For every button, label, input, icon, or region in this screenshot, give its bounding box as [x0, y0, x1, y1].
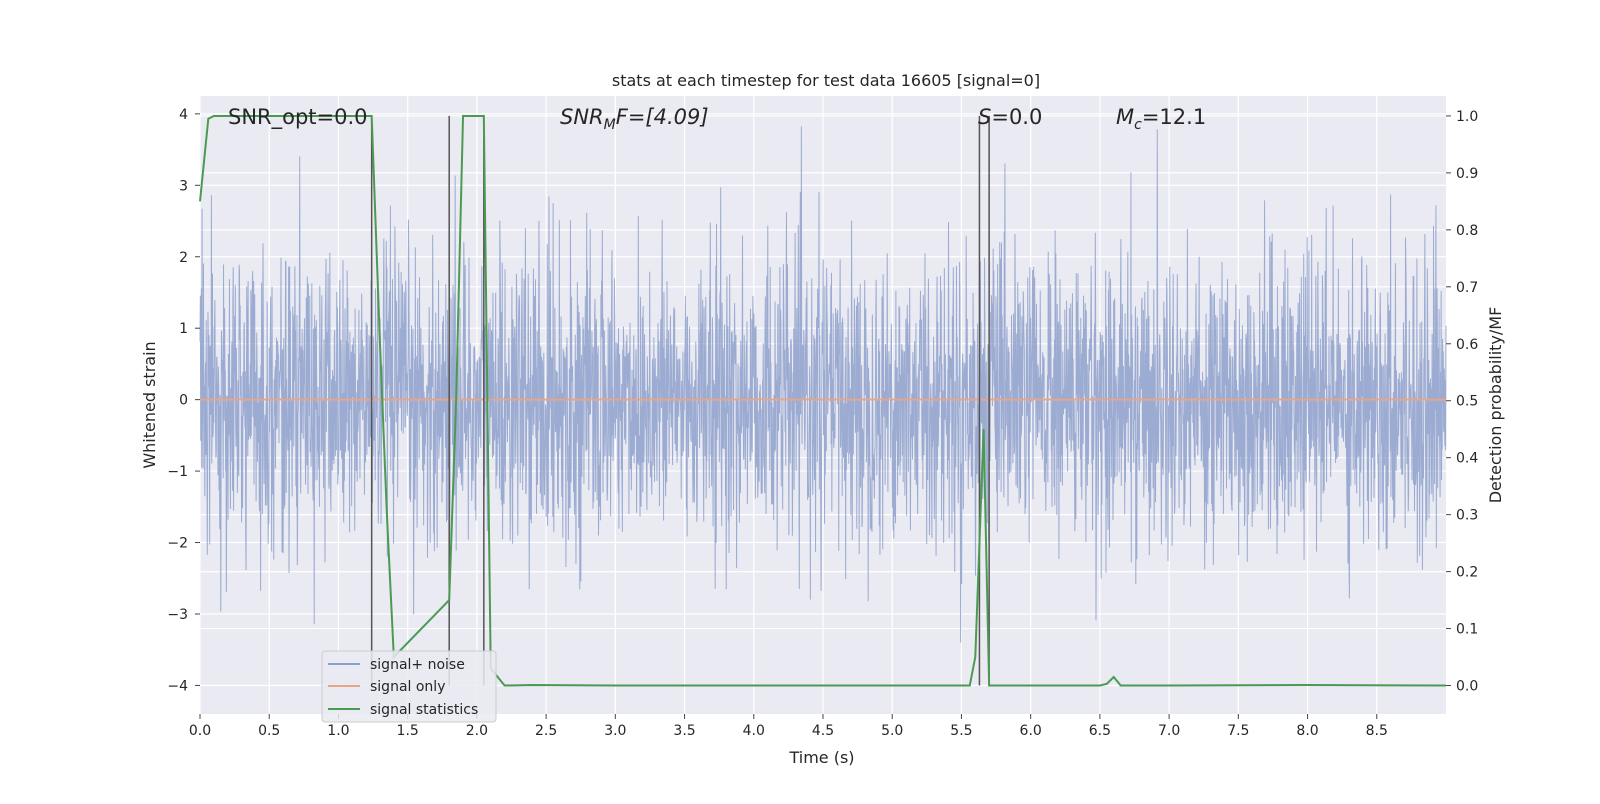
y-tick-label: 4 [179, 107, 188, 123]
x-tick-label: 7.5 [1227, 723, 1249, 739]
x-tick-label: 6.5 [1089, 723, 1111, 739]
annotation-snr-mf-sub: M [604, 117, 616, 133]
y2-tick-label: 0.6 [1456, 337, 1478, 353]
x-axis-label: Time (s) [788, 748, 854, 767]
y-tick-label: 3 [179, 178, 188, 194]
annotation-mc: Mc=12.1 [1116, 105, 1206, 133]
x-tick-label: 8.5 [1366, 723, 1388, 739]
x-tick-label: 6.0 [1020, 723, 1042, 739]
legend-label-noise: signal+ noise [370, 657, 465, 673]
annotation-mc-rest: =12.1 [1142, 105, 1206, 129]
x-tick-label: 5.0 [881, 723, 903, 739]
y2-axis-ticks: 0.0 0.1 0.2 0.3 0.4 0.5 0.6 0.7 0.8 0.9 1.0 [1446, 109, 1478, 695]
annotation-s: S=0.0 [978, 105, 1042, 129]
legend-frame [321, 650, 497, 723]
x-axis-ticks: 0.0 0.5 1.0 1.5 2.0 2.5 3.0 3.5 4.0 4.5 5.0 5.5 6.0 6… [189, 714, 1388, 739]
y2-tick-label: 0.2 [1456, 565, 1478, 581]
y-tick-label: −2 [167, 536, 188, 552]
x-tick-label: 2.5 [535, 723, 557, 739]
y2-tick-label: 0.8 [1456, 223, 1478, 239]
legend-label-stats: signal statistics [370, 702, 478, 718]
annotation-snr-mf: SNRMF=[4.09] [560, 105, 709, 133]
x-tick-label: 7.0 [1158, 723, 1180, 739]
annotation-s-rest: =0.0 [991, 105, 1042, 129]
annotation-mc-name: M [1116, 105, 1134, 129]
y2-tick-label: 1.0 [1456, 109, 1478, 125]
x-tick-label: 5.5 [950, 723, 972, 739]
noise-line [199, 126, 1447, 643]
y2-tick-label: 0.5 [1456, 394, 1478, 410]
x-tick-label: 4.0 [743, 723, 765, 739]
x-tick-label: 2.0 [466, 723, 488, 739]
noise-series [199, 126, 1447, 643]
y2-tick-label: 0.3 [1456, 508, 1478, 524]
legend-label-signal: signal only [370, 679, 445, 695]
x-tick-label: 0.5 [258, 723, 280, 739]
x-tick-label: 3.5 [673, 723, 695, 739]
y2-tick-label: 0.7 [1456, 280, 1478, 296]
x-tick-label: 1.5 [397, 723, 419, 739]
chart-title: stats at each timestep for test data 166… [612, 71, 1040, 90]
x-tick-label: 3.0 [604, 723, 626, 739]
x-tick-label: 0.0 [189, 723, 211, 739]
y-tick-label: −3 [167, 607, 188, 623]
annotation-mc-sub: c [1134, 117, 1142, 133]
y2-tick-label: 0.4 [1456, 451, 1478, 467]
x-tick-label: 4.5 [812, 723, 834, 739]
y-axis-ticks: −4 −3 −2 −1 0 1 2 3 4 [167, 107, 200, 694]
y2-tick-label: 0.1 [1456, 622, 1478, 638]
y-tick-label: 0 [179, 393, 188, 409]
y2-axis-label: Detection probability/MF [1486, 307, 1505, 504]
y-tick-label: 2 [179, 250, 188, 266]
y-tick-label: −1 [167, 464, 188, 480]
signal-statistics-series [199, 114, 1447, 687]
legend: signal+ noise signal only signal statist… [321, 650, 497, 723]
annotation-snr-mf-name: SNR [560, 105, 604, 129]
x-tick-label: 1.0 [327, 723, 349, 739]
y2-tick-label: 0.0 [1456, 679, 1478, 695]
y-tick-label: 1 [179, 321, 188, 337]
annotation-s-name: S [978, 105, 991, 129]
signal-statistics-line [199, 114, 1447, 687]
x-tick-label: 8.0 [1296, 723, 1318, 739]
y-tick-label: −4 [167, 678, 188, 694]
y2-tick-label: 0.9 [1456, 166, 1478, 182]
y-axis-label: Whitened strain [140, 341, 159, 468]
annotation-snr-mf-rest: F=[4.09] [616, 105, 709, 129]
annotation-snr-opt: SNR_opt=0.0 [228, 105, 368, 130]
